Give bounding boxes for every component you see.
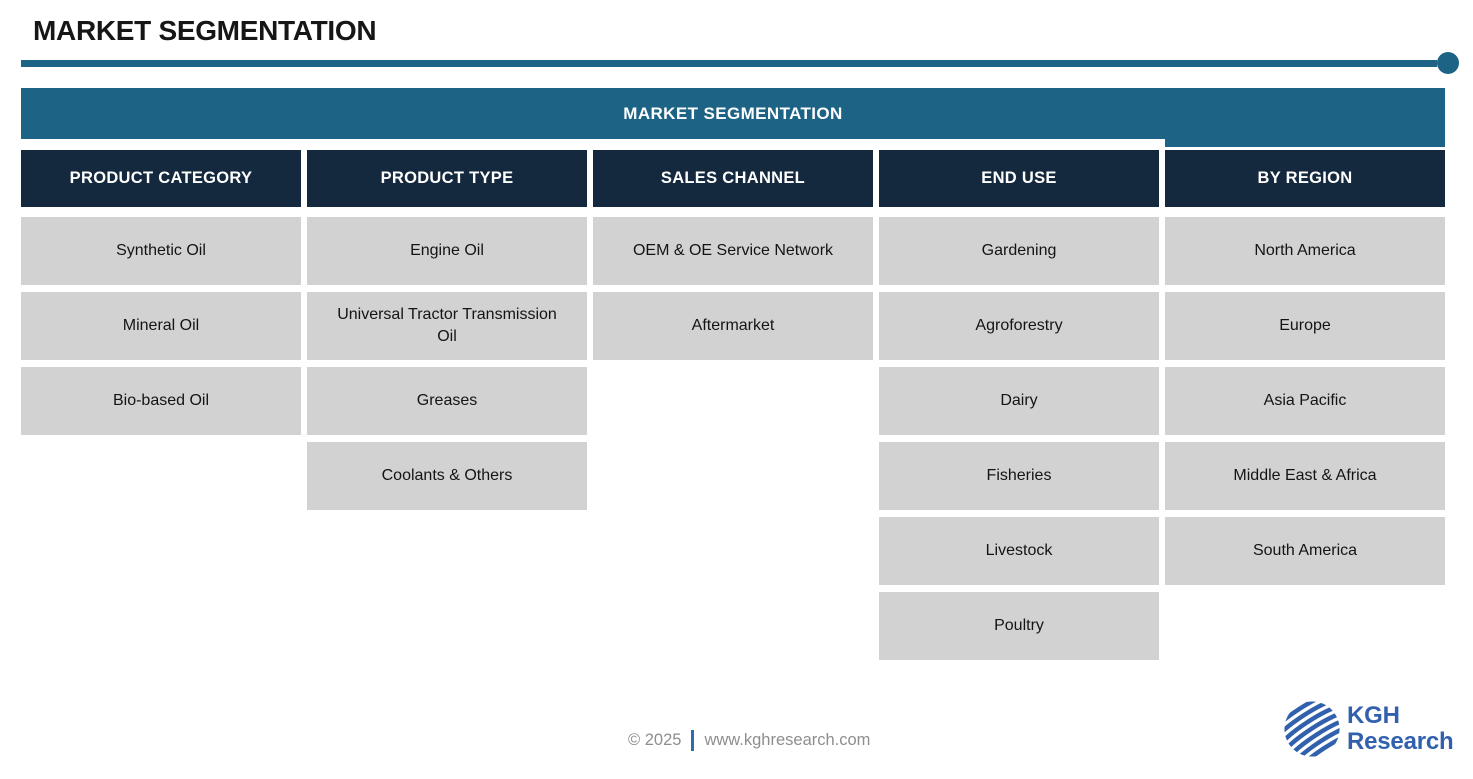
kgh-research-logo: KGH Research: [1283, 700, 1454, 758]
title-underline: [21, 60, 1437, 67]
segmentation-banner: MARKET SEGMENTATION: [21, 88, 1445, 139]
cell-bio-based-oil: Bio-based Oil: [21, 367, 301, 435]
column-by-region: BY REGION North America Europe Asia Paci…: [1165, 150, 1445, 585]
column-cells: OEM & OE Service Network Aftermarket: [593, 217, 873, 360]
cell-north-america: North America: [1165, 217, 1445, 285]
cell-coolants-others: Coolants & Others: [307, 442, 587, 510]
logo-line2: Research: [1347, 728, 1454, 755]
cell-europe: Europe: [1165, 292, 1445, 360]
cell-oem-oe-service-network: OEM & OE Service Network: [593, 217, 873, 285]
footer-copyright: © 2025: [628, 730, 682, 749]
cell-asia-pacific: Asia Pacific: [1165, 367, 1445, 435]
cell-mineral-oil: Mineral Oil: [21, 292, 301, 360]
cell-agroforestry: Agroforestry: [879, 292, 1159, 360]
segmentation-banner-label: MARKET SEGMENTATION: [623, 103, 843, 123]
cell-poultry: Poultry: [879, 592, 1159, 660]
column-cells: North America Europe Asia Pacific Middle…: [1165, 217, 1445, 585]
column-header-end-use: END USE: [879, 150, 1159, 207]
cell-middle-east-africa: Middle East & Africa: [1165, 442, 1445, 510]
column-cells: Synthetic Oil Mineral Oil Bio-based Oil: [21, 217, 301, 435]
footer: © 2025 www.kghresearch.com: [628, 727, 870, 753]
page-title: MARKET SEGMENTATION: [33, 15, 377, 46]
column-end-use: END USE Gardening Agroforestry Dairy Fis…: [879, 150, 1159, 660]
cell-gardening: Gardening: [879, 217, 1159, 285]
cell-greases: Greases: [307, 367, 587, 435]
column-header-sales-channel: SALES CHANNEL: [593, 150, 873, 207]
cell-universal-tractor-transmission-oil: Universal Tractor Transmission Oil: [307, 292, 587, 360]
segmentation-banner-extension: [1165, 139, 1445, 147]
cell-synthetic-oil: Synthetic Oil: [21, 217, 301, 285]
column-header-product-type: PRODUCT TYPE: [307, 150, 587, 207]
column-cells: Gardening Agroforestry Dairy Fisheries L…: [879, 217, 1159, 660]
globe-icon: [1283, 700, 1341, 758]
footer-separator: [691, 729, 695, 751]
cell-dairy: Dairy: [879, 367, 1159, 435]
column-header-product-category: PRODUCT CATEGORY: [21, 150, 301, 207]
cell-south-america: South America: [1165, 517, 1445, 585]
logo-text: KGH Research: [1347, 702, 1454, 755]
cell-aftermarket: Aftermarket: [593, 292, 873, 360]
column-header-by-region: BY REGION: [1165, 150, 1445, 207]
footer-website: www.kghresearch.com: [704, 730, 871, 749]
column-product-type: PRODUCT TYPE Engine Oil Universal Tracto…: [307, 150, 587, 510]
cell-fisheries: Fisheries: [879, 442, 1159, 510]
column-sales-channel: SALES CHANNEL OEM & OE Service Network A…: [593, 150, 873, 360]
column-product-category: PRODUCT CATEGORY Synthetic Oil Mineral O…: [21, 150, 301, 435]
cell-engine-oil: Engine Oil: [307, 217, 587, 285]
cell-livestock: Livestock: [879, 517, 1159, 585]
column-cells: Engine Oil Universal Tractor Transmissio…: [307, 217, 587, 510]
logo-line1: KGH: [1347, 702, 1400, 730]
title-underline-dot: [1437, 52, 1459, 74]
